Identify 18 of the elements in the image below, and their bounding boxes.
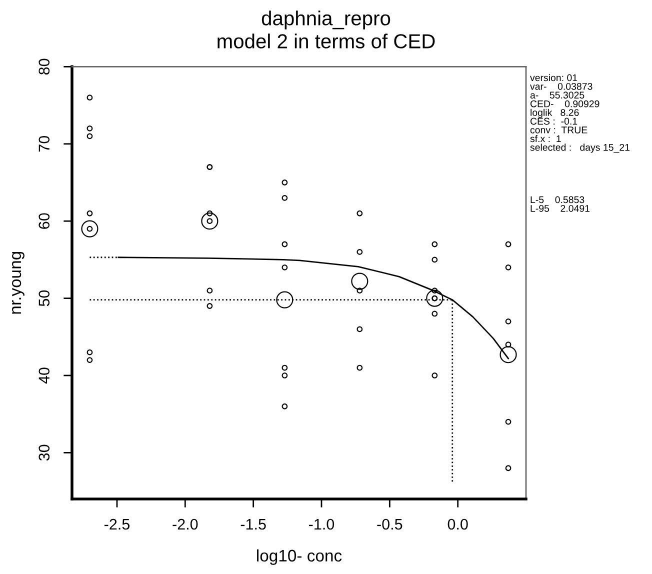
chart-title: daphnia_repro [262, 10, 390, 30]
x-axis-title: log10- conc [257, 549, 342, 565]
y-tick-label: 60 [38, 213, 50, 229]
y-tick-label: 40 [38, 368, 50, 384]
y-tick-label: 70 [38, 136, 50, 152]
x-tick-label: -1.5 [240, 519, 266, 530]
text: L-5 0.5853 L-95 2.0491 [530, 196, 590, 212]
chart-subtitle: model 2 in terms of CED [218, 34, 435, 48]
y-axis-title: nr.young [12, 252, 24, 314]
x-tick-label: 0.0 [448, 518, 468, 530]
x-tick-label: -2.5 [104, 518, 130, 530]
y-tick-label: 80 [38, 58, 50, 75]
y-tick-label: 50 [38, 290, 50, 306]
y-tick-label: 30 [38, 444, 50, 461]
x-tick-label: -0.5 [377, 518, 402, 530]
text: version: 01 var- 0.03873 a- 55.3025 CED- 0.90929 loglik 8.26 CES : -0.1 conv : TRUE sf.x : 1 selected : days 15_21 [530, 74, 630, 153]
x-tick-label: -2.0 [172, 518, 198, 530]
x-tick-label: -1.0 [309, 518, 334, 530]
